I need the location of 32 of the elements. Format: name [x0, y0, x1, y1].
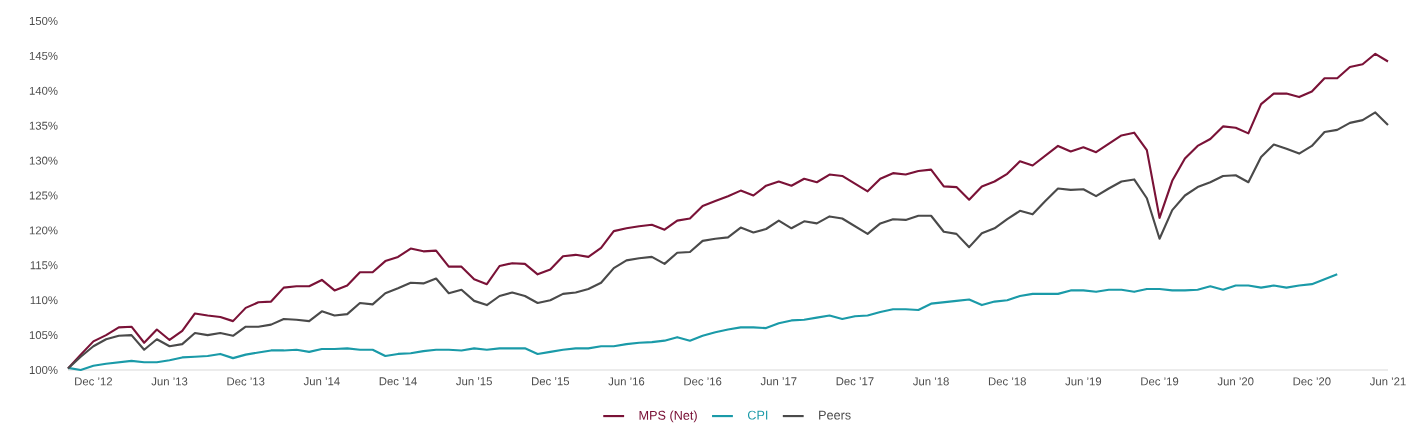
x-tick-label: Dec ’16	[684, 377, 722, 386]
x-tick-label: Dec ’17	[836, 377, 874, 386]
y-tick-label: 130%	[29, 156, 58, 165]
x-tick-label: Jun ’19	[1065, 377, 1102, 386]
y-tick-label: 110%	[30, 296, 58, 305]
x-tick-label: Jun ’13	[151, 377, 188, 386]
legend-label: MPS (Net)	[639, 410, 697, 423]
y-tick-label: 145%	[29, 51, 58, 60]
legend-label: Peers	[819, 410, 851, 420]
y-tick-label: 140%	[29, 86, 58, 95]
y-tick-label: 150%	[29, 16, 58, 25]
x-tick-label: Jun ’16	[608, 377, 645, 386]
y-tick-label: 105%	[29, 331, 58, 340]
x-tick-label: Dec ’12	[75, 377, 113, 386]
y-tick-label: 125%	[29, 191, 58, 200]
x-tick-label: Jun ’15	[456, 377, 492, 386]
x-tick-label: Dec ’18	[988, 377, 1026, 386]
x-tick-label: Jun ’20	[1217, 377, 1254, 386]
x-tick-label: Dec ’14	[379, 377, 417, 386]
y-tick-label: 120%	[29, 226, 58, 235]
x-tick-label: Jun ’14	[303, 377, 340, 386]
y-tick-label: 100%	[29, 365, 58, 374]
x-tick-label: Dec ’20	[1293, 377, 1331, 386]
x-tick-label: Jun ’17	[760, 377, 797, 386]
x-tick-label: Dec ’13	[227, 377, 265, 386]
x-tick-label: Jun ’21	[1369, 377, 1406, 386]
x-tick-label: Dec ’15	[532, 377, 570, 386]
y-tick-label: 135%	[29, 121, 58, 130]
y-tick-label: 115%	[30, 261, 58, 270]
x-tick-label: Dec ’19	[1141, 377, 1179, 386]
legend-label: CPI	[747, 410, 768, 420]
x-tick-label: Jun ’18	[912, 377, 949, 386]
